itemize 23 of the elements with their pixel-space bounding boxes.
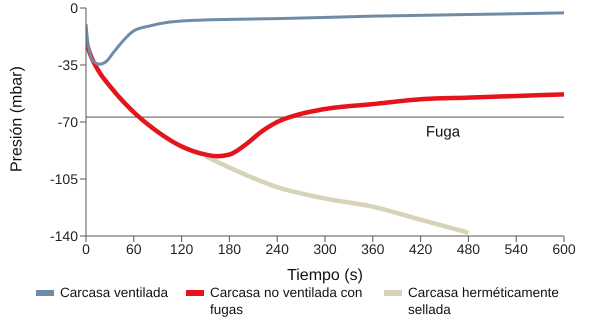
x-tick-label: 240 bbox=[266, 240, 290, 257]
x-tick-label: 480 bbox=[456, 240, 480, 257]
x-tick-label: 300 bbox=[313, 240, 337, 257]
y-tick-label: -140 bbox=[50, 228, 78, 244]
x-tick-label: 540 bbox=[504, 240, 528, 257]
x-tick-label: 180 bbox=[218, 240, 242, 257]
x-tick-label: 60 bbox=[126, 240, 142, 257]
x-tick-label: 360 bbox=[361, 240, 385, 257]
legend-label: Carcasa herméticamente sellada bbox=[408, 284, 560, 318]
x-tick-label: 120 bbox=[170, 240, 194, 257]
x-tick-label: 0 bbox=[82, 240, 90, 257]
ref-line-label: Fuga bbox=[426, 123, 461, 140]
y-tick-label: -35 bbox=[58, 56, 78, 73]
legend-label: Carcasa no ventilada con fugas bbox=[210, 284, 364, 318]
line-series bbox=[86, 11, 564, 66]
x-axis-title: Tiempo (s) bbox=[287, 267, 363, 284]
y-tick-label: 0 bbox=[70, 0, 78, 16]
legend-label: Carcasa ventilada bbox=[60, 284, 168, 301]
y-axis-title: Presión (mbar) bbox=[8, 66, 26, 172]
y-tick-label: -105 bbox=[50, 170, 78, 187]
y-tick-label: -70 bbox=[58, 114, 78, 130]
x-tick-label: 420 bbox=[408, 240, 432, 257]
x-tick-label: 600 bbox=[552, 240, 576, 257]
